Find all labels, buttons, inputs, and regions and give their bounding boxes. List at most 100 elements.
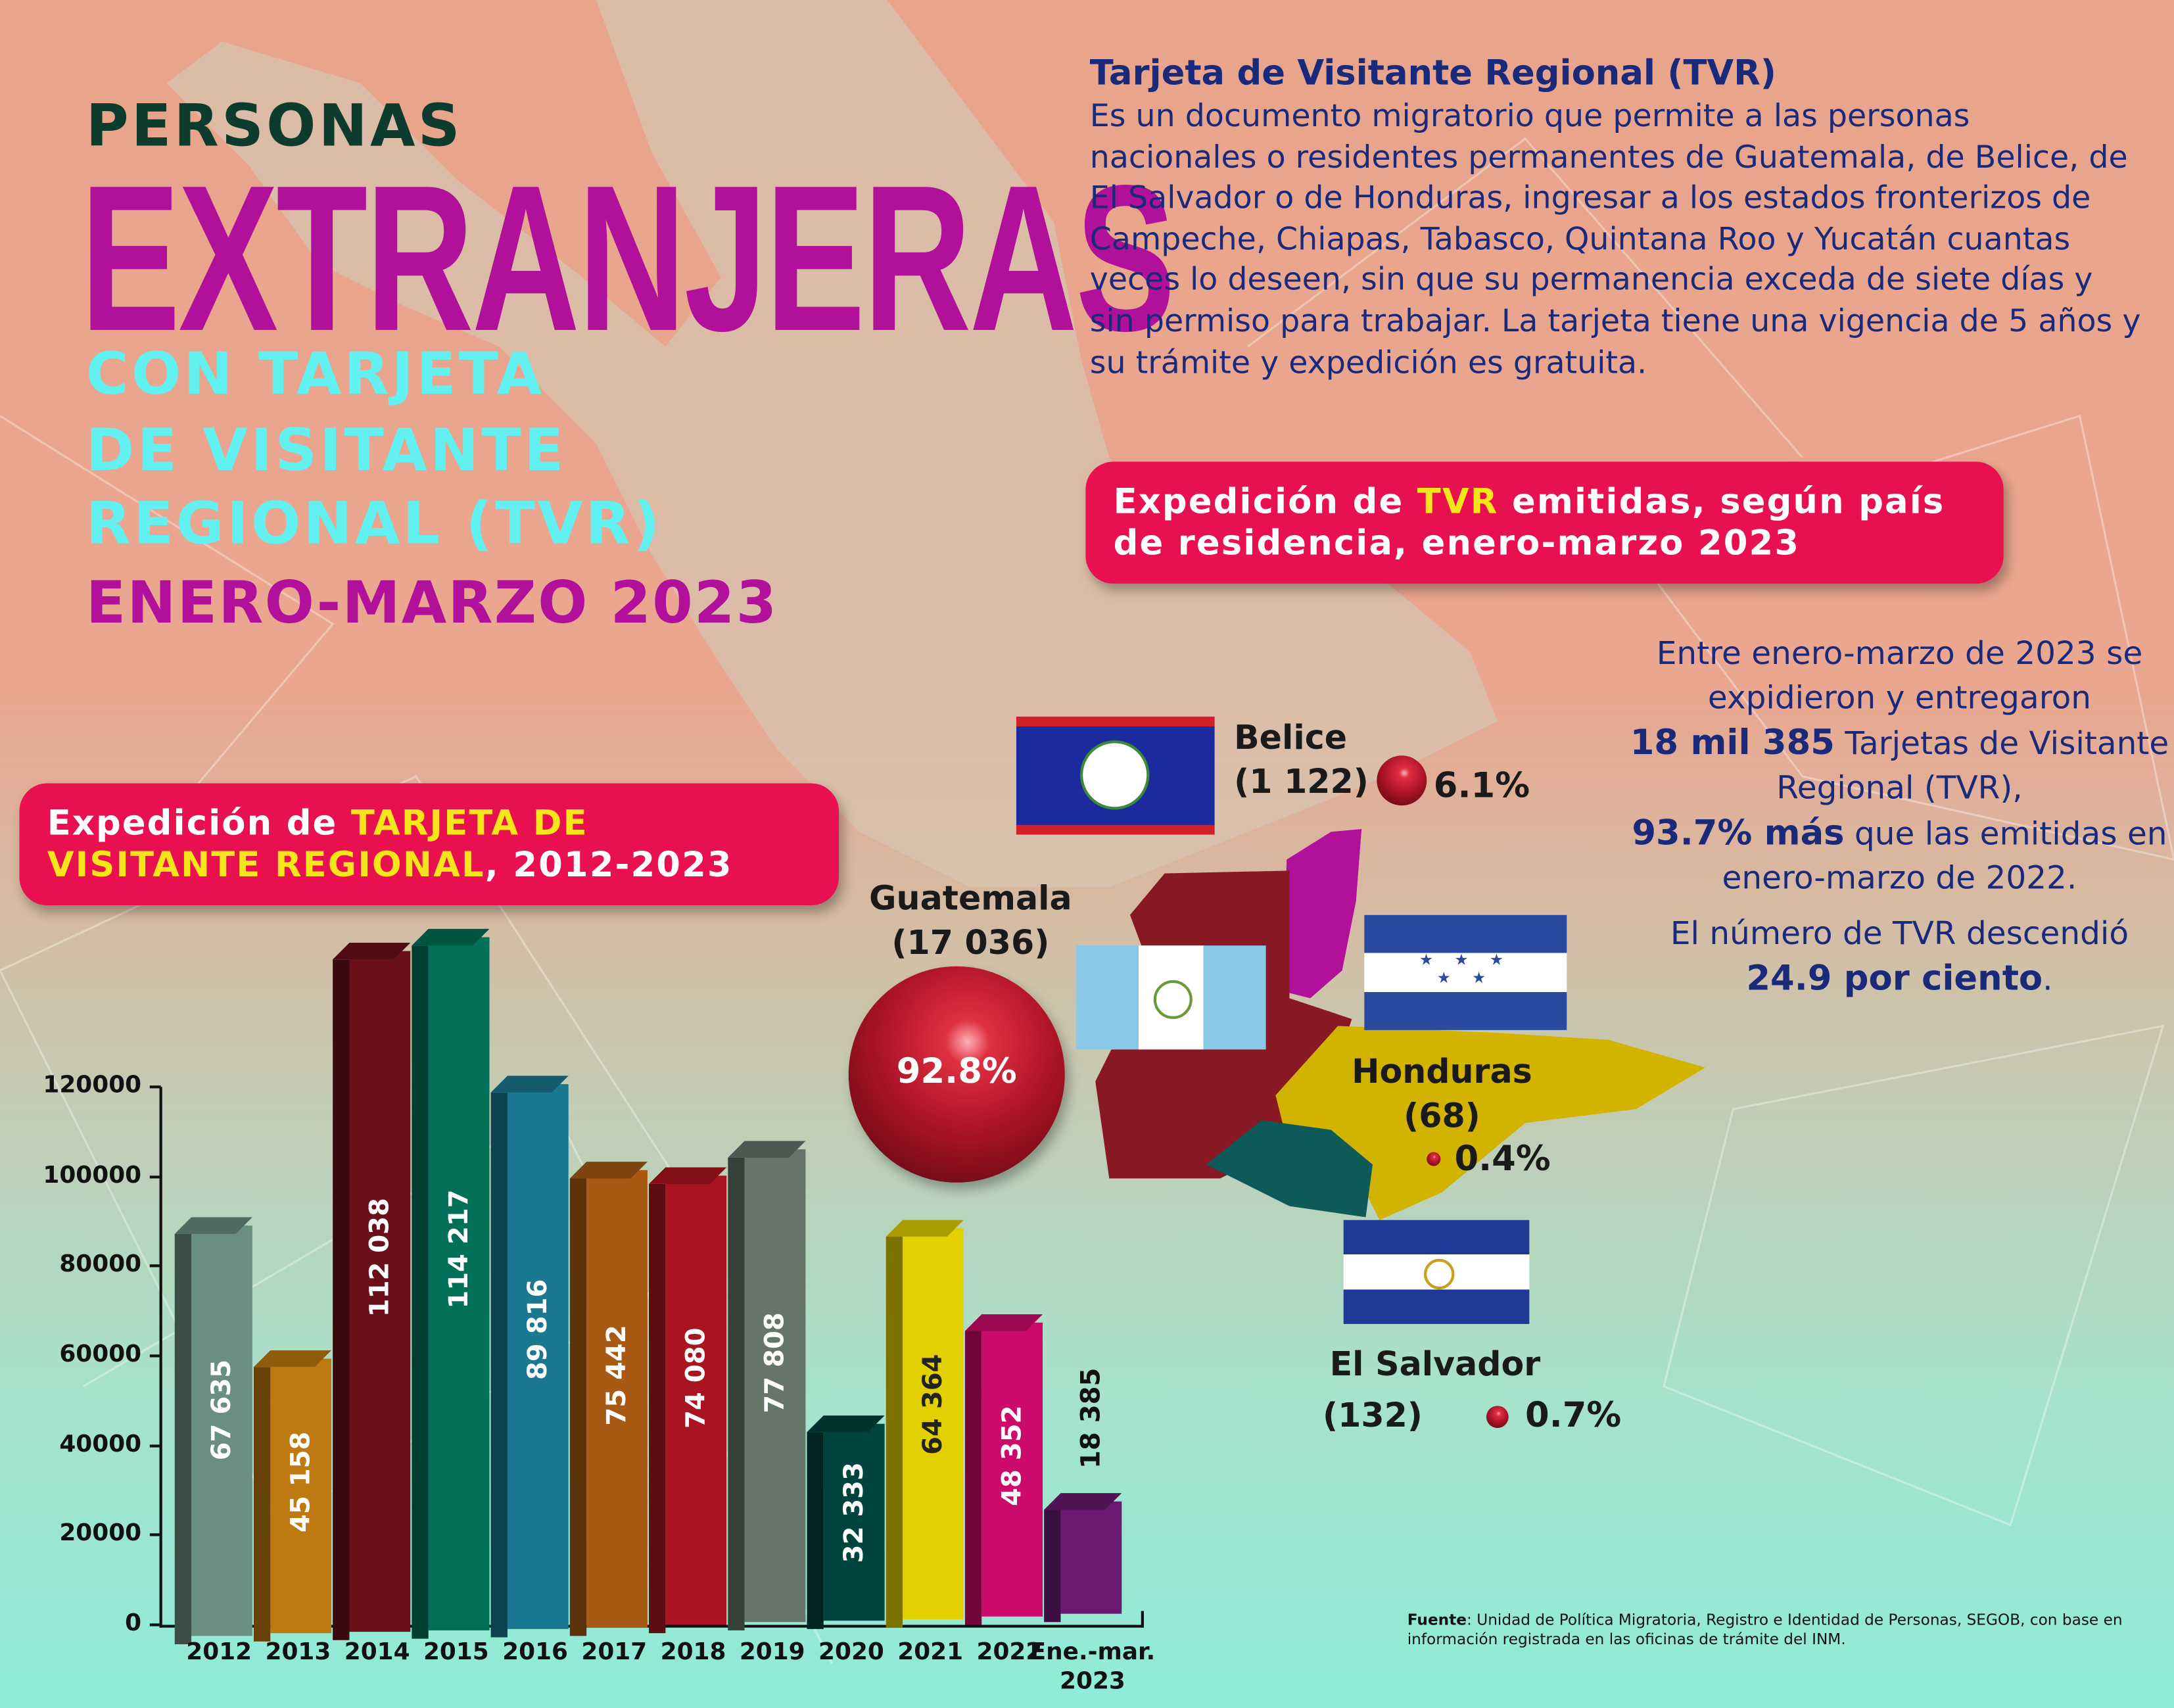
bar: 74 080 [649,1166,727,1634]
bar-value-label: 45 158 [285,1432,316,1533]
bar-top [412,928,490,945]
y-tick-mark [149,1444,161,1447]
summary-stats: Entre enero-marzo de 2023 se expidieron … [1629,632,2170,1003]
country-name: Honduras [1352,1052,1532,1091]
stats-total: 18 mil 385 [1630,722,1835,763]
el-salvador-sphere [1486,1406,1509,1429]
source-label: Fuente [1407,1611,1467,1629]
y-tick-label: 120000 [43,1072,142,1100]
honduras-flag: ★ ★ ★ ★ ★ [1364,914,1567,1030]
box-text: emitidas, según país de residencia, ener… [1113,481,1945,563]
bar-chart-title: Expedición de TARJETA DE VISITANTE REGIO… [19,783,839,906]
bar: 77 808 [728,1141,806,1630]
country-count: (17 036) [891,923,1050,962]
el-salvador-pct: 0.7% [1525,1394,1622,1435]
title-con-tarjeta: CON TARJETA [85,339,545,408]
bar: 67 635 [174,1216,252,1645]
bar-top [490,1075,569,1092]
guatemala-pct: 92.8% [896,1051,1017,1091]
bar: 32 333 [807,1415,885,1629]
y-axis [159,1087,162,1628]
bar-top [807,1415,885,1433]
el-salvador-label: El Salvador (132) [1304,1339,1567,1442]
y-tick-label: 100000 [43,1161,142,1189]
bar: 64 364 [886,1220,964,1628]
country-count: (68) [1404,1097,1480,1136]
source-note: Fuente: Unidad de Política Migratoria, R… [1407,1611,2156,1649]
bar-top [174,1216,252,1234]
belize-sphere [1377,755,1427,806]
stars-icon: ★ ★ ★ ★ ★ [1419,951,1512,987]
bar-value-label: 18 385 [1075,1368,1107,1469]
title-date: ENERO-MARZO 2023 [85,568,778,636]
honduras-pct: 0.4% [1454,1138,1551,1179]
bar-value-label: 77 808 [759,1312,791,1413]
bar-value-label: 67 635 [206,1360,237,1461]
bar-top [333,943,411,960]
bar-value-label: 114 217 [443,1189,475,1309]
bar: 114 217 [412,928,490,1639]
bar-side [886,1237,903,1628]
x-tick-label: 2018 [660,1638,726,1667]
bar: 89 816 [490,1075,569,1638]
bar-value-label: 89 816 [523,1278,554,1380]
x-tick-label: 2016 [502,1638,569,1667]
y-tick-label: 0 [125,1609,142,1638]
bar-top [253,1350,332,1367]
x-axis-end-tick [1141,1611,1145,1628]
stats-text: . [2043,962,2053,999]
bar: 112 038 [333,943,411,1640]
y-tick-label: 80000 [59,1250,142,1279]
x-tick-label: 2012 [186,1638,252,1667]
x-tick-label: 2015 [423,1638,489,1667]
bar-top [1044,1494,1122,1511]
bar-side [964,1331,982,1625]
stats-text: El número de TVR descendió [1670,916,2129,953]
bar-side [649,1183,666,1634]
bar-value-label: 64 364 [918,1354,949,1455]
honduras-label: Honduras (68) [1331,1049,1553,1138]
bar-side [253,1367,271,1642]
honduras-shape [1275,1026,1706,1220]
stats-text: Entre enero-marzo de 2023 se expidieron … [1656,636,2143,717]
x-tick-label: 2021 [897,1638,964,1667]
y-tick-mark [149,1085,161,1089]
y-tick-mark [149,1175,161,1178]
bar: 18 385 [1044,1369,1122,1623]
bar-side [807,1433,824,1629]
title-de-visitante: DE VISITANTE [85,415,567,484]
bar-top [569,1161,648,1178]
belize-label: Belice (1 122) [1234,715,1369,804]
bar-top [649,1166,727,1183]
bar-side [490,1091,508,1638]
bar-side [174,1233,192,1645]
x-tick-label: 2022 [976,1638,1043,1667]
y-tick-mark [149,1623,161,1626]
guatemala-sphere [848,966,1065,1183]
country-name: Guatemala [869,878,1072,918]
x-tick-label: 2014 [344,1638,410,1667]
honduras-sphere [1427,1152,1441,1166]
bar-side [1044,1510,1061,1623]
stats-increase: 93.7% más [1632,812,1845,853]
bar-value-label: 74 080 [680,1327,711,1428]
y-tick-label: 60000 [59,1340,142,1369]
x-tick-label: Ene.-mar. 2023 [1029,1638,1156,1696]
box-text: Expedición de [1113,481,1417,521]
y-tick-mark [149,1354,161,1358]
box-highlight: TVR [1417,481,1499,521]
x-tick-label: 2019 [739,1638,805,1667]
y-tick-label: 20000 [59,1519,142,1548]
stats-text: que las emitidas en enero-marzo de 2022. [1722,817,2167,897]
country-name: Belice [1234,718,1348,757]
bar-value-label: 32 333 [839,1462,870,1563]
bar-value-label: 48 352 [997,1404,1028,1506]
el-salvador-flag [1343,1220,1530,1324]
bar-side [728,1158,745,1630]
bar-side [412,945,429,1639]
title-extranjeras: EXTRANJERAS [80,141,1175,375]
country-name: El Salvador [1329,1344,1541,1384]
y-tick-mark [149,1534,161,1537]
